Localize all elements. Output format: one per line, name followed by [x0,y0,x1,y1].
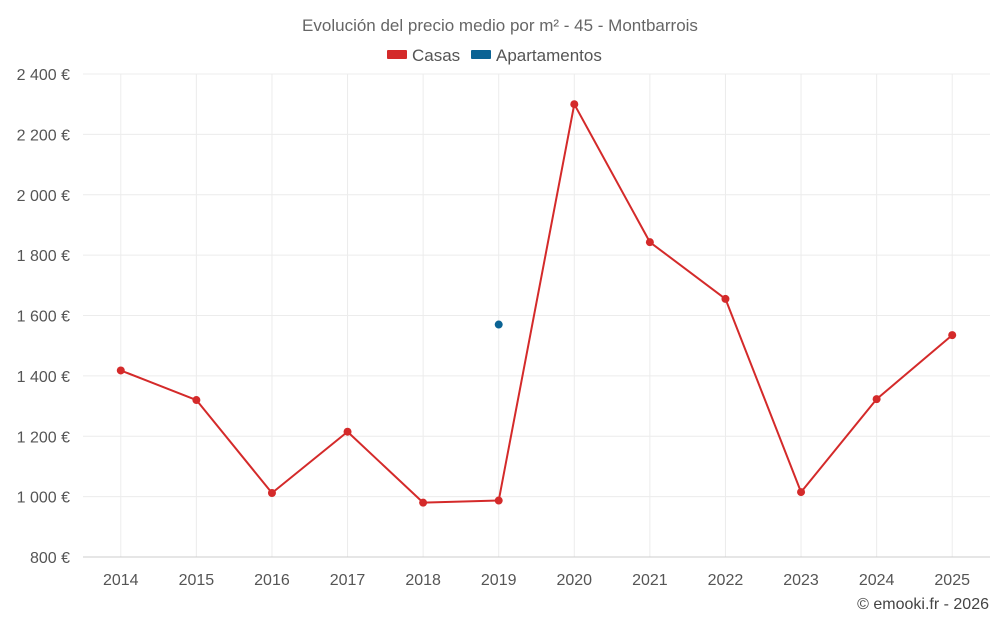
x-tick-label: 2025 [934,572,970,589]
legend-label-casas: Casas [412,46,460,65]
data-point-casas-2015[interactable] [192,396,201,405]
legend-swatch-casas [387,50,407,59]
chart-title: Evolución del precio medio por m² - 45 -… [302,16,698,35]
x-tick-label: 2014 [103,572,139,589]
legend-swatch-apartamentos [471,50,491,59]
credit-text: © emooki.fr - 2026 [857,596,989,613]
x-tick-label: 2020 [556,572,592,589]
data-point-casas-2019[interactable] [494,496,503,505]
data-point-casas-2024[interactable] [872,395,881,404]
data-point-casas-2018[interactable] [419,498,428,507]
y-tick-label: 1 200 € [17,429,70,446]
x-tick-label: 2019 [481,572,517,589]
x-tick-label: 2021 [632,572,668,589]
data-point-casas-2022[interactable] [721,294,730,303]
x-axis: 2014 2015 2016 2017 2018 2019 2020 2021 2022 2023… [83,556,990,589]
y-tick-label: 800 € [30,550,70,567]
y-tick-label: 1 400 € [17,369,70,386]
x-tick-label: 2024 [859,572,895,589]
data-point-casas-2020[interactable] [570,100,579,109]
y-tick-label: 2 200 € [17,127,70,144]
x-tick-label: 2023 [783,572,819,589]
y-tick-label: 2 400 € [17,67,70,84]
x-tick-label: 2016 [254,572,290,589]
data-point-casas-2021[interactable] [645,238,654,247]
legend-item-apartamentos[interactable]: Apartamentos [471,46,602,65]
legend-item-casas[interactable]: Casas [387,46,460,65]
legend-label-apartamentos: Apartamentos [496,46,602,65]
x-tick-label: 2017 [330,572,366,589]
x-tick-label: 2022 [708,572,744,589]
series-layer [116,100,957,507]
data-point-casas-2025[interactable] [948,331,957,340]
grid [83,73,990,557]
data-point-casas-2016[interactable] [267,489,276,498]
data-point-casas-2023[interactable] [797,488,806,497]
y-tick-label: 1 800 € [17,248,70,265]
legend: Casas Apartamentos [387,46,602,65]
series-line-casas [120,103,953,504]
y-axis: 800 € 1 000 € 1 200 € 1 400 € 1 600 € 1 800 €… [17,67,70,567]
y-tick-label: 1 000 € [17,490,70,507]
y-tick-label: 2 000 € [17,188,70,205]
data-point-apartamentos-2019[interactable] [494,320,503,329]
x-tick-label: 2018 [405,572,441,589]
x-tick-label: 2015 [179,572,215,589]
data-point-casas-2014[interactable] [116,366,125,375]
data-point-casas-2017[interactable] [343,427,352,436]
y-tick-label: 1 600 € [17,309,70,326]
